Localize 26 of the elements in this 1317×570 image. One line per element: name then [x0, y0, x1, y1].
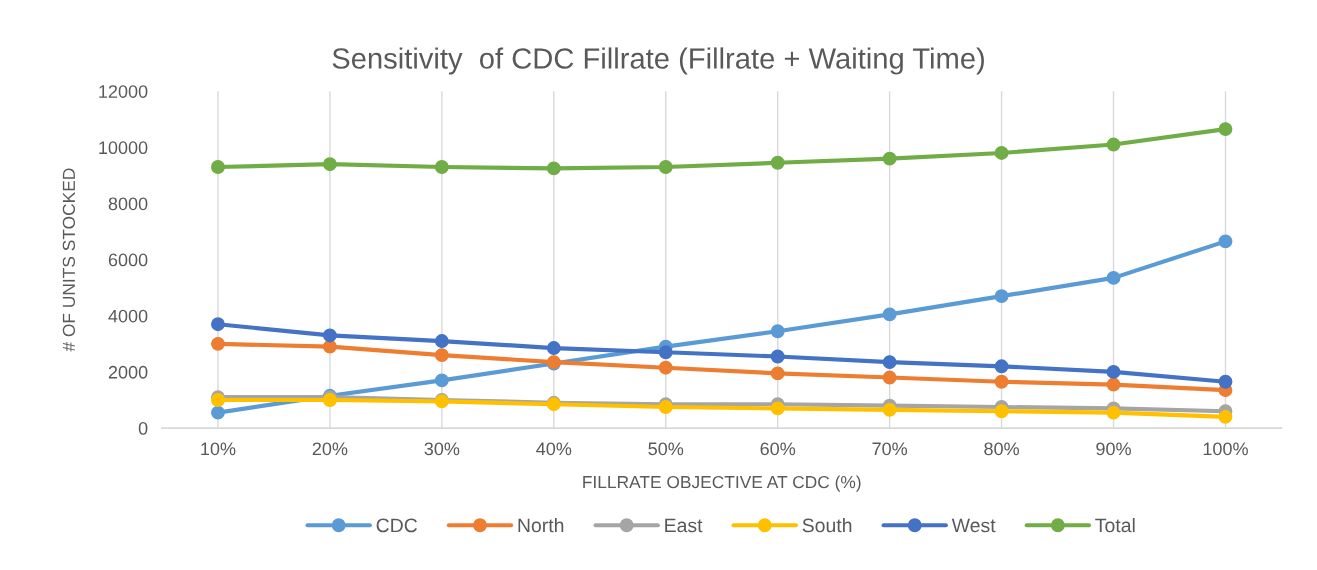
y-tick-label: 2000 — [108, 365, 148, 379]
y-tick-label: 10000 — [99, 141, 148, 155]
legend-label: West — [951, 518, 996, 533]
x-tick-label: 30% — [424, 442, 460, 456]
y-tick-label: 8000 — [108, 197, 148, 211]
legend-label: South — [802, 518, 852, 533]
y-tick-label: 6000 — [108, 253, 148, 267]
x-axis-title: FILLRATE OBJECTIVE AT CDC (%) — [583, 475, 861, 492]
legend-label: North — [518, 518, 564, 533]
x-tick-label: 10% — [201, 442, 236, 456]
y-axis-title: # OF UNITS STOCKED — [62, 168, 76, 352]
x-tick-label: 20% — [312, 442, 348, 456]
chart-title: Sensitivity of CDC Fillrate (Fillrate + Waiting Time) — [332, 47, 984, 75]
x-tick-label: 50% — [648, 442, 684, 456]
x-tick-label: 70% — [872, 442, 908, 456]
y-tick-label: 12000 — [99, 85, 148, 98]
legend-label: CDC — [376, 518, 418, 533]
legend-label: Total — [1095, 518, 1135, 533]
x-tick-label: 90% — [1096, 442, 1131, 456]
legend-label: East — [665, 518, 703, 533]
x-tick-label: 100% — [1203, 442, 1248, 456]
y-tick-label: 4000 — [108, 309, 148, 323]
x-tick-label: 80% — [984, 442, 1020, 456]
y-tick-label: 0 — [138, 422, 148, 435]
x-tick-label: 60% — [760, 442, 796, 456]
x-tick-label: 40% — [536, 442, 572, 456]
